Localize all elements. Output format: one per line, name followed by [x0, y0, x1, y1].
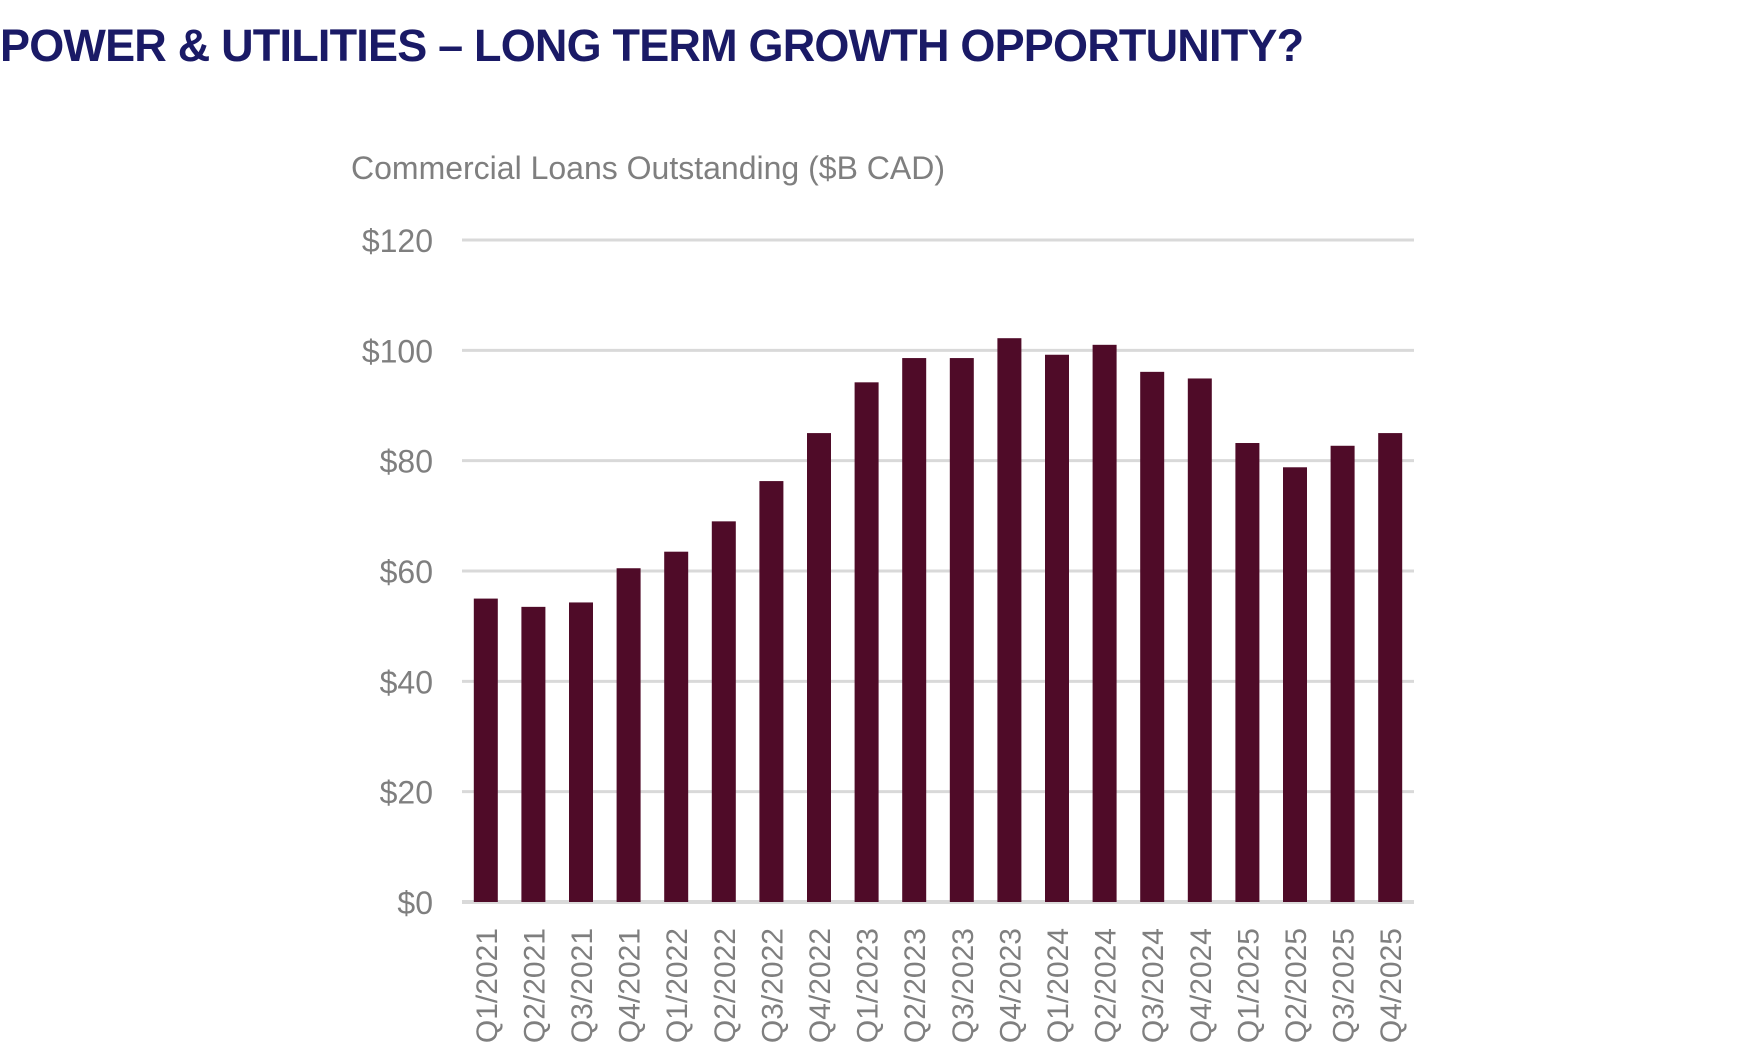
bar-Q1-2022	[664, 551, 689, 902]
bar-Q4-2023	[997, 338, 1022, 902]
x-tick-label-Q1-2021: Q1/2021	[471, 928, 504, 1043]
y-tick-label-120: $120	[362, 223, 433, 259]
bar-Q4-2021	[616, 568, 641, 902]
bar-Q4-2024	[1187, 378, 1212, 902]
y-tick-label-60: $60	[380, 554, 433, 590]
x-tick-label-Q2-2022: Q2/2022	[709, 928, 742, 1043]
y-tick-label-80: $80	[380, 444, 433, 480]
x-tick-label-Q2-2023: Q2/2023	[899, 928, 932, 1043]
gridlines	[462, 238, 1414, 904]
bar-Q3-2023	[949, 358, 974, 903]
bar-Q1-2024	[1045, 354, 1069, 902]
y-tick-label-40: $40	[380, 664, 433, 700]
bar-Q2-2023	[902, 358, 927, 903]
x-tick-label-Q1-2025: Q1/2025	[1232, 928, 1265, 1043]
bar-Q3-2024	[1140, 371, 1165, 902]
x-tick-label-Q3-2025: Q3/2025	[1328, 928, 1361, 1043]
bar-Q2-2021	[521, 606, 546, 902]
x-tick-label-Q3-2022: Q3/2022	[756, 928, 789, 1043]
bar-Q3-2022	[759, 481, 784, 902]
y-tick-label-20: $20	[380, 775, 433, 811]
x-tick-label-Q2-2021: Q2/2021	[518, 928, 551, 1043]
y-tick-label-0: $0	[397, 885, 433, 921]
y-axis-tick-labels: $0 $20 $40 $60 $80 $100 $120	[362, 223, 433, 921]
x-tick-label-Q4-2025: Q4/2025	[1375, 928, 1408, 1043]
bar-Q4-2022	[807, 433, 831, 902]
x-tick-label-Q4-2023: Q4/2023	[994, 928, 1027, 1043]
x-tick-label-Q1-2024: Q1/2024	[1042, 928, 1075, 1043]
bars	[473, 338, 1403, 903]
x-tick-label-Q4-2024: Q4/2024	[1185, 928, 1218, 1043]
x-tick-label-Q4-2021: Q4/2021	[614, 928, 647, 1043]
x-tick-label-Q1-2022: Q1/2022	[661, 928, 694, 1043]
x-tick-label-Q3-2023: Q3/2023	[947, 928, 980, 1043]
y-tick-label-100: $100	[362, 333, 433, 369]
x-tick-label-Q3-2024: Q3/2024	[1137, 928, 1170, 1043]
bar-Q2-2025	[1283, 467, 1307, 902]
x-axis-tick-labels: Q1/2021 Q2/2021 Q3/2021 Q4/2021 Q1/2022 Q2/20…	[471, 928, 1408, 1043]
bar-Q3-2025	[1330, 445, 1355, 902]
x-tick-label-Q3-2021: Q3/2021	[566, 928, 599, 1043]
x-tick-label-Q2-2024: Q2/2024	[1090, 928, 1123, 1043]
x-tick-label-Q2-2025: Q2/2025	[1280, 928, 1313, 1043]
bar-Q2-2022	[711, 521, 736, 902]
bar-Q1-2021	[473, 598, 498, 902]
bar-Q2-2024	[1092, 344, 1117, 903]
bar-Q3-2021	[569, 602, 593, 902]
x-tick-label-Q4-2022: Q4/2022	[804, 928, 837, 1043]
x-tick-label-Q1-2023: Q1/2023	[852, 928, 885, 1043]
bar-Q4-2025	[1378, 433, 1403, 902]
bar-Q1-2023	[854, 382, 879, 903]
chart-title: Commercial Loans Outstanding ($B CAD)	[351, 150, 945, 186]
bar-Q1-2025	[1235, 443, 1260, 902]
slide-title: POWER & UTILITIES – LONG TERM GROWTH OPP…	[0, 20, 1304, 71]
